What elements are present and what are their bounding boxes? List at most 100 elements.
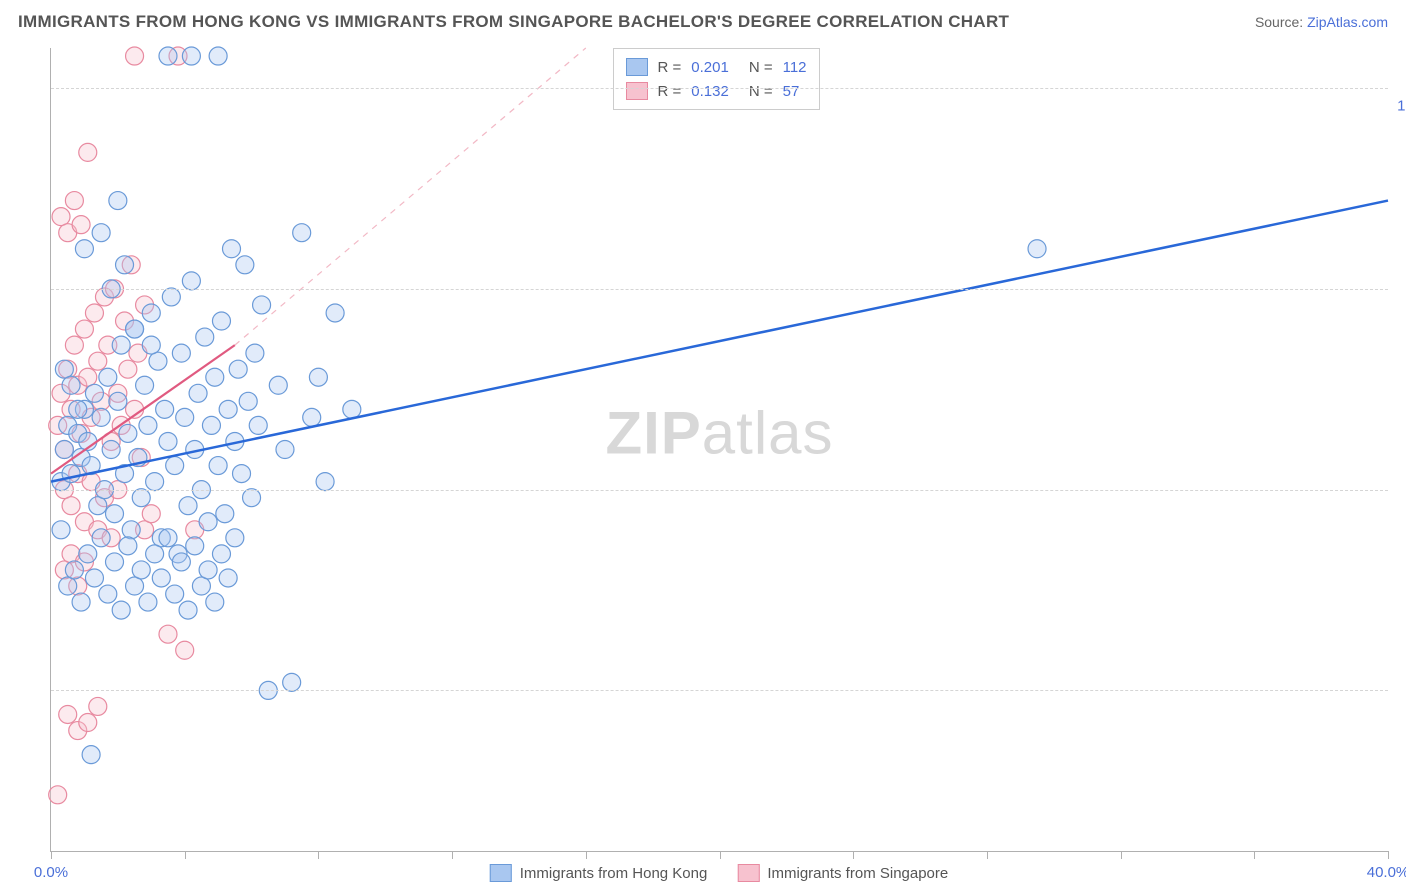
trend-line-sg-dashed [235, 48, 586, 345]
scatter-point [283, 673, 301, 691]
x-tick [51, 851, 52, 859]
scatter-point [109, 192, 127, 210]
scatter-point [132, 489, 150, 507]
source-label: Source: ZipAtlas.com [1255, 14, 1388, 30]
x-tick [1254, 851, 1255, 859]
x-tick-label: 0.0% [34, 864, 68, 881]
scatter-point [92, 408, 110, 426]
scatter-point [179, 601, 197, 619]
scatter-point [79, 545, 97, 563]
scatter-point [65, 192, 83, 210]
x-tick [318, 851, 319, 859]
scatter-point [192, 577, 210, 595]
x-tick [452, 851, 453, 859]
scatter-point [142, 505, 160, 523]
scatter-point [79, 714, 97, 732]
scatter-point [55, 360, 73, 378]
scatter-point [112, 601, 130, 619]
scatter-point [85, 569, 103, 587]
scatter-point [246, 344, 264, 362]
x-tick [853, 851, 854, 859]
scatter-point [269, 376, 287, 394]
scatter-point [189, 384, 207, 402]
scatter-point [72, 216, 90, 234]
scatter-point [82, 746, 100, 764]
scatter-point [239, 392, 257, 410]
scatter-point [176, 408, 194, 426]
scatter-point [303, 408, 321, 426]
scatter-point [209, 47, 227, 65]
stats-swatch [626, 82, 648, 100]
scatter-point [206, 368, 224, 386]
gridline-h [51, 690, 1388, 691]
scatter-point [212, 545, 230, 563]
legend-item: Immigrants from Singapore [737, 864, 948, 882]
scatter-point [186, 537, 204, 555]
scatter-point [172, 553, 190, 571]
scatter-point [62, 497, 80, 515]
scatter-point [126, 47, 144, 65]
stats-swatch [626, 58, 648, 76]
stats-r-label: R = [658, 83, 682, 100]
legend-swatch [737, 864, 759, 882]
bottom-legend: Immigrants from Hong Kong Immigrants from… [490, 864, 948, 882]
scatter-point [199, 561, 217, 579]
scatter-point [226, 529, 244, 547]
scatter-point [159, 432, 177, 450]
scatter-point [85, 304, 103, 322]
stats-n-label: N = [749, 59, 773, 76]
scatter-point [102, 441, 120, 459]
scatter-point [75, 320, 93, 338]
x-tick [1121, 851, 1122, 859]
scatter-point [152, 569, 170, 587]
scatter-point [139, 416, 157, 434]
scatter-point [62, 376, 80, 394]
scatter-point [229, 360, 247, 378]
stats-n-value: 57 [783, 83, 800, 100]
scatter-point [89, 352, 107, 370]
x-tick [185, 851, 186, 859]
stats-r-label: R = [658, 59, 682, 76]
trend-line-hk [51, 201, 1388, 482]
scatter-point [142, 336, 160, 354]
scatter-point [176, 641, 194, 659]
chart-title: IMMIGRANTS FROM HONG KONG VS IMMIGRANTS … [18, 12, 1009, 32]
legend-item: Immigrants from Hong Kong [490, 864, 708, 882]
scatter-point [162, 288, 180, 306]
legend-label: Immigrants from Singapore [767, 865, 948, 882]
scatter-point [119, 360, 137, 378]
scatter-point [146, 545, 164, 563]
scatter-point [212, 312, 230, 330]
scatter-point [233, 465, 251, 483]
scatter-point [59, 577, 77, 595]
scatter-point [206, 593, 224, 611]
scatter-point [126, 577, 144, 595]
scatter-point [159, 529, 177, 547]
scatter-point [343, 400, 361, 418]
source-link[interactable]: ZipAtlas.com [1307, 14, 1388, 30]
scatter-point [109, 392, 127, 410]
stats-n-label: N = [749, 83, 773, 100]
scatter-point [119, 424, 137, 442]
stats-r-value: 0.201 [691, 59, 729, 76]
stats-row: R =0.201N =112 [626, 55, 807, 79]
scatter-point [119, 537, 137, 555]
scatter-point [99, 585, 117, 603]
scatter-point [59, 705, 77, 723]
scatter-point [316, 473, 334, 491]
scatter-point [72, 593, 90, 611]
scatter-point [89, 497, 107, 515]
scatter-point [126, 320, 144, 338]
x-tick [1388, 851, 1389, 859]
scatter-point [199, 513, 217, 531]
scatter-point [52, 521, 70, 539]
x-tick [987, 851, 988, 859]
scatter-point [112, 336, 130, 354]
scatter-point [222, 240, 240, 258]
x-tick [720, 851, 721, 859]
scatter-point [209, 457, 227, 475]
scatter-point [179, 497, 197, 515]
scatter-point [79, 143, 97, 161]
scatter-point [55, 441, 73, 459]
scatter-point [196, 328, 214, 346]
